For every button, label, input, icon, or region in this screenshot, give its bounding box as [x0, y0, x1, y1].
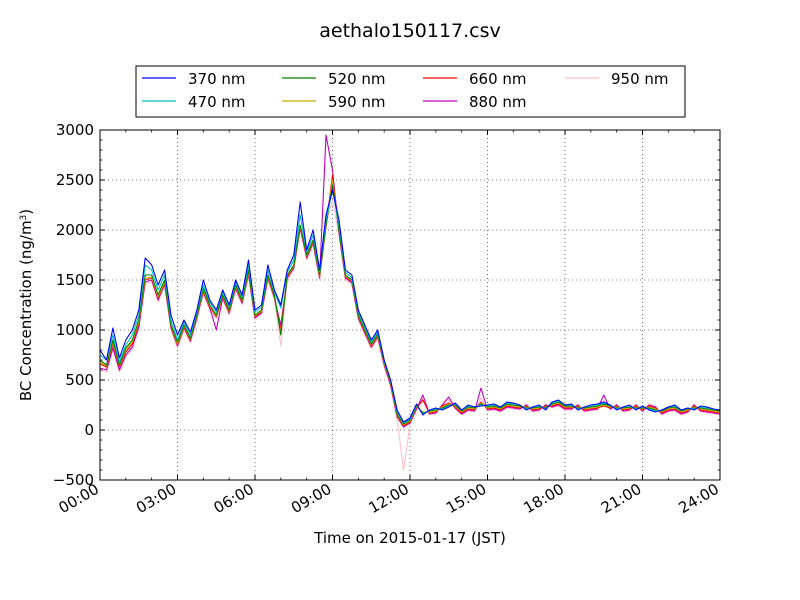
y-tick-label: −500: [53, 471, 94, 489]
chart-title: aethalo150117.csv: [319, 20, 501, 42]
y-axis-label-suffix: ): [17, 209, 35, 215]
y-tick-label: 1000: [56, 321, 94, 339]
legend-label: 590 nm: [328, 93, 386, 111]
y-tick-label: 3000: [56, 121, 94, 139]
legend-label: 370 nm: [188, 70, 246, 88]
y-tick-label: 2000: [56, 221, 94, 239]
y-axis-label: BC Concentration (ng/m3): [17, 209, 35, 401]
legend-label: 660 nm: [469, 70, 527, 88]
legend-label: 520 nm: [328, 70, 386, 88]
legend-label: 880 nm: [469, 93, 527, 111]
series-line: [100, 184, 720, 425]
series-lines: [100, 134, 720, 471]
y-tick-label: 2500: [56, 171, 94, 189]
legend: 370 nm 470 nm 520 nm 590 nm 660 nm 880 nm 950 …: [135, 65, 686, 118]
legend-label: 950 nm: [611, 70, 669, 88]
series-line: [100, 189, 720, 423]
y-axis-label-superscript: 3: [19, 215, 29, 221]
y-axis-label-main: BC Concentration (ng/m: [17, 220, 35, 401]
legend-label: 470 nm: [188, 93, 246, 111]
series-line: [100, 189, 720, 424]
x-axis-label: Time on 2015-01-17 (JST): [313, 529, 506, 547]
y-tick-label: 500: [65, 371, 94, 389]
y-tick-label: 1500: [56, 271, 94, 289]
y-tick-label: 0: [84, 421, 94, 439]
legend-box: [135, 65, 686, 118]
